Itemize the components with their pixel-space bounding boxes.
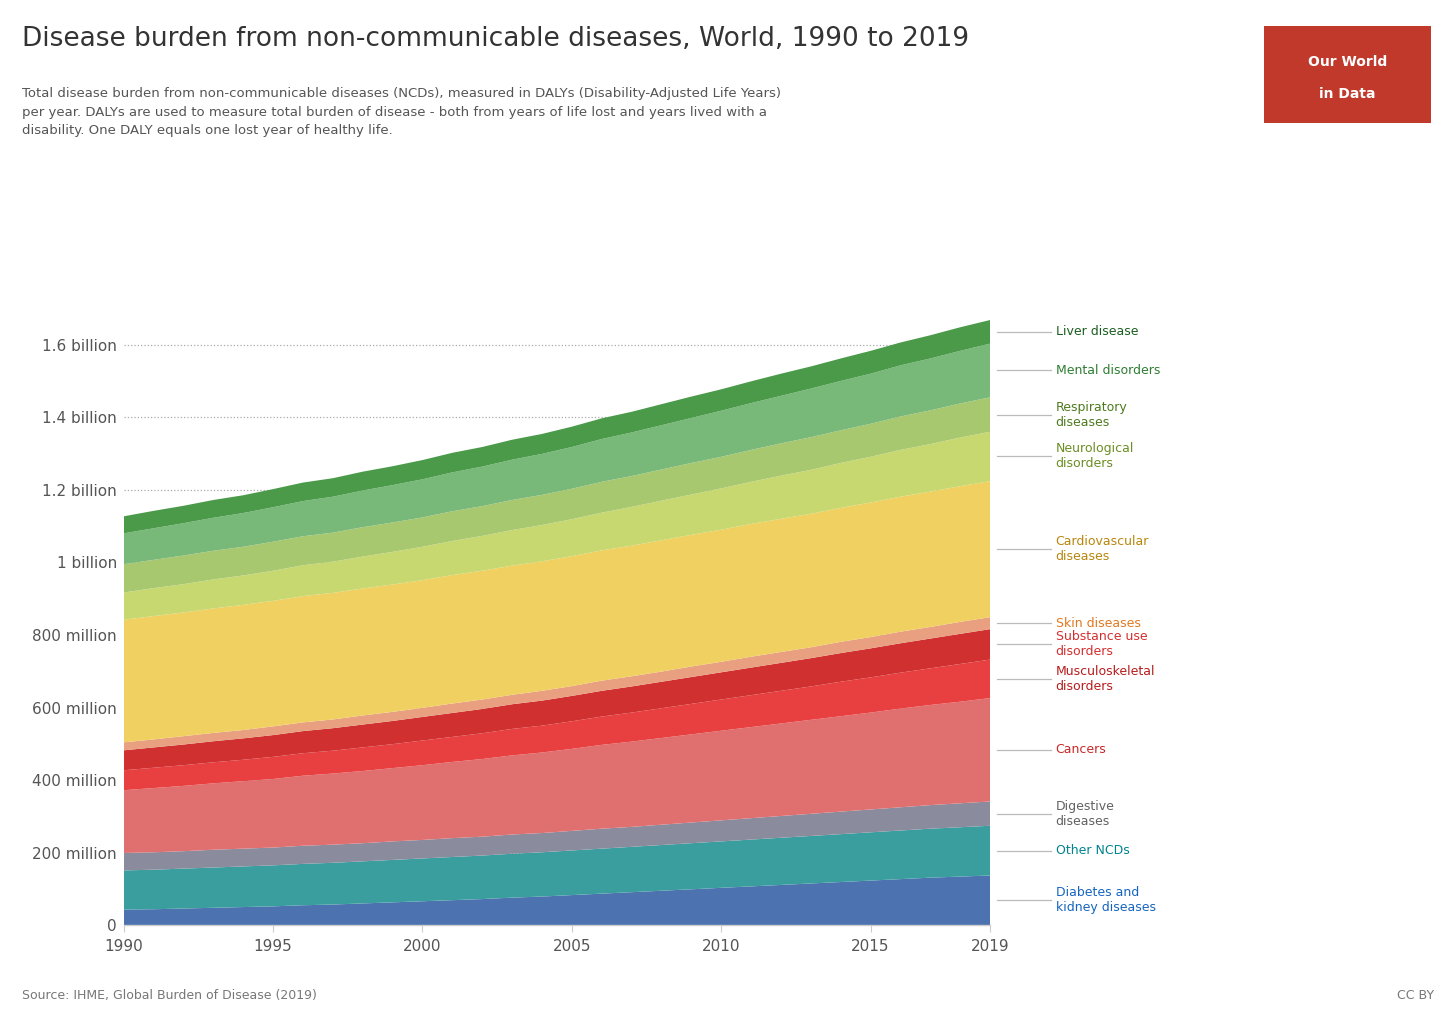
Text: Substance use
disorders: Substance use disorders: [1056, 630, 1147, 658]
Text: Neurological
disorders: Neurological disorders: [1056, 442, 1134, 471]
Text: Mental disorders: Mental disorders: [1056, 364, 1160, 377]
Text: Respiratory
diseases: Respiratory diseases: [1056, 401, 1127, 429]
Text: Liver disease: Liver disease: [1056, 325, 1139, 338]
Text: CC BY: CC BY: [1398, 989, 1434, 1002]
Text: Diabetes and
kidney diseases: Diabetes and kidney diseases: [1056, 886, 1156, 914]
Text: Digestive
diseases: Digestive diseases: [1056, 800, 1114, 828]
Text: Other NCDs: Other NCDs: [1056, 844, 1130, 857]
Text: Our World: Our World: [1307, 54, 1388, 69]
Text: Total disease burden from non-communicable diseases (NCDs), measured in DALYs (D: Total disease burden from non-communicab…: [22, 87, 780, 138]
Text: Cancers: Cancers: [1056, 743, 1107, 757]
Text: Cardiovascular
diseases: Cardiovascular diseases: [1056, 536, 1149, 563]
Text: Musculoskeletal
disorders: Musculoskeletal disorders: [1056, 665, 1155, 693]
Text: Source: IHME, Global Burden of Disease (2019): Source: IHME, Global Burden of Disease (…: [22, 989, 317, 1002]
Text: in Data: in Data: [1319, 87, 1376, 101]
Text: Skin diseases: Skin diseases: [1056, 617, 1140, 629]
Text: Disease burden from non-communicable diseases, World, 1990 to 2019: Disease burden from non-communicable dis…: [22, 26, 968, 51]
